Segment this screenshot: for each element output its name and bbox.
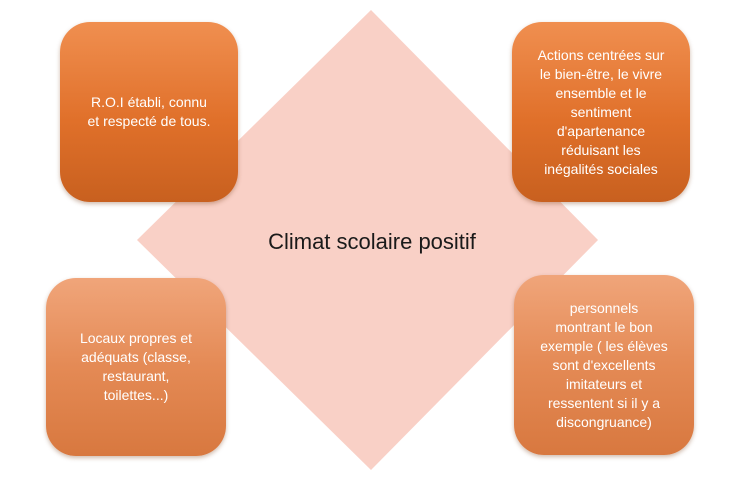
central-diamond-shape: [137, 10, 598, 470]
box-top-right-text: Actions centrées sur le bien-être, le vi…: [537, 46, 665, 177]
center-label: Climat scolaire positif: [268, 229, 476, 254]
box-bottom-left: Locaux propres et adéquats (classe, rest…: [46, 278, 226, 456]
box-bottom-right: personnels montrant le bon exemple ( les…: [514, 275, 694, 455]
box-top-right: Actions centrées sur le bien-être, le vi…: [512, 22, 690, 202]
box-bottom-right-text: personnels montrant le bon exemple ( les…: [540, 299, 668, 430]
box-top-left-text: R.O.I établi, connu et respecté de tous.: [87, 94, 211, 129]
box-bottom-left-text: Locaux propres et adéquats (classe, rest…: [79, 330, 193, 403]
box-top-left: R.O.I établi, connu et respecté de tous.: [60, 22, 238, 202]
